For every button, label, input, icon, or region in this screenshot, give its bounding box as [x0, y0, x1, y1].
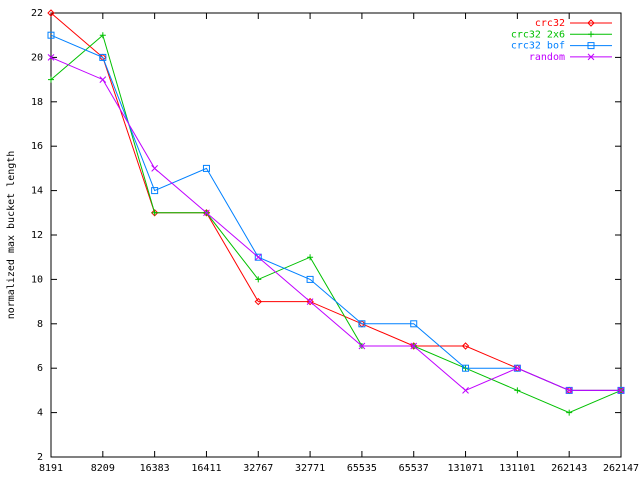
legend-marker	[587, 42, 595, 50]
y-tick-label: 20	[31, 52, 43, 63]
x-tick-label: 8191	[39, 463, 63, 474]
y-tick-label: 8	[37, 319, 43, 330]
x-tick-label: 16411	[191, 463, 221, 474]
point	[99, 32, 106, 39]
point	[306, 298, 314, 305]
legend-marker	[588, 31, 594, 38]
x-tick-label: 65537	[399, 463, 429, 474]
point	[410, 342, 418, 350]
point	[306, 297, 314, 306]
point	[47, 54, 55, 61]
x-tick-label: 32767	[243, 463, 273, 474]
point	[566, 409, 573, 416]
y-tick-label: 10	[31, 274, 43, 285]
legend-label: crc32 bof	[511, 41, 565, 52]
y-tick-label: 16	[31, 141, 43, 152]
y-tick-label: 18	[31, 97, 43, 108]
point	[462, 364, 470, 372]
point	[514, 364, 521, 372]
point	[617, 387, 625, 394]
point	[358, 342, 366, 350]
x-tick-label: 262143	[551, 463, 587, 474]
point	[461, 342, 470, 350]
point	[306, 275, 314, 283]
x-tick-label: 32771	[295, 463, 325, 474]
point	[99, 53, 107, 61]
y-tick-label: 12	[31, 230, 43, 241]
point	[202, 164, 210, 172]
point	[48, 76, 54, 83]
point	[47, 31, 55, 39]
y-tick-label: 4	[37, 408, 43, 419]
plot-frame	[50, 12, 622, 458]
point	[99, 76, 107, 83]
point	[151, 187, 159, 195]
y-tick-label: 6	[37, 363, 43, 374]
point	[151, 165, 158, 172]
series-line	[50, 34, 622, 414]
series-line	[50, 56, 621, 391]
legend-marker	[587, 19, 595, 27]
x-tick-label: 262147	[603, 463, 639, 474]
point	[202, 209, 211, 217]
point	[513, 364, 521, 372]
series-line	[50, 34, 621, 391]
series-line	[50, 12, 621, 391]
point	[358, 320, 366, 328]
point	[254, 253, 262, 261]
x-tick-label: 131101	[499, 463, 535, 474]
legend-label: crc32 2x6	[511, 29, 565, 40]
legend-label: random	[529, 52, 565, 63]
y-tick-label: 14	[31, 186, 43, 197]
point	[514, 387, 521, 394]
legend-marker	[587, 53, 595, 61]
x-tick-label: 65535	[347, 463, 377, 474]
point	[203, 209, 210, 217]
point	[47, 9, 55, 17]
y-tick-label: 2	[37, 452, 43, 463]
point	[462, 387, 469, 394]
x-tick-label: 8209	[91, 463, 115, 474]
point	[151, 209, 158, 216]
point	[307, 254, 314, 261]
point	[254, 253, 262, 261]
x-tick-label: 131071	[447, 463, 483, 474]
point	[410, 320, 418, 328]
x-tick-label: 16383	[140, 463, 170, 474]
legend-label: crc32	[535, 18, 565, 29]
point	[254, 297, 262, 306]
y-tick-label: 22	[31, 8, 43, 19]
y-axis-label: normalized max bucket length	[6, 151, 17, 320]
point	[255, 276, 262, 283]
point	[565, 387, 573, 394]
